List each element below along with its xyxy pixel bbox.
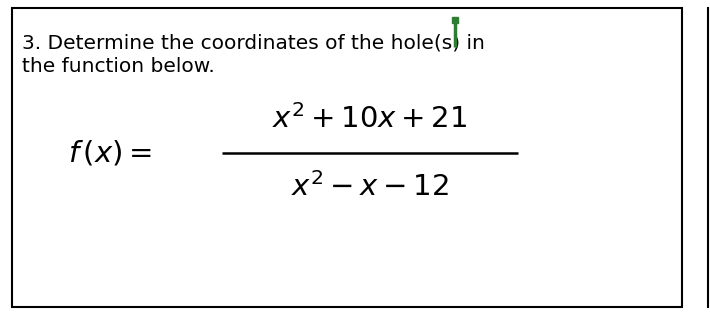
Text: the function below.: the function below. <box>22 58 214 77</box>
Text: $x^2 + 10x + 21$: $x^2 + 10x + 21$ <box>273 104 468 134</box>
Text: $x^2 - x - 12$: $x^2 - x - 12$ <box>291 172 449 202</box>
Text: 3. Determine the coordinates of the hole(s) in: 3. Determine the coordinates of the hole… <box>22 33 485 53</box>
Text: $f\,(x) =$: $f\,(x) =$ <box>68 139 152 168</box>
